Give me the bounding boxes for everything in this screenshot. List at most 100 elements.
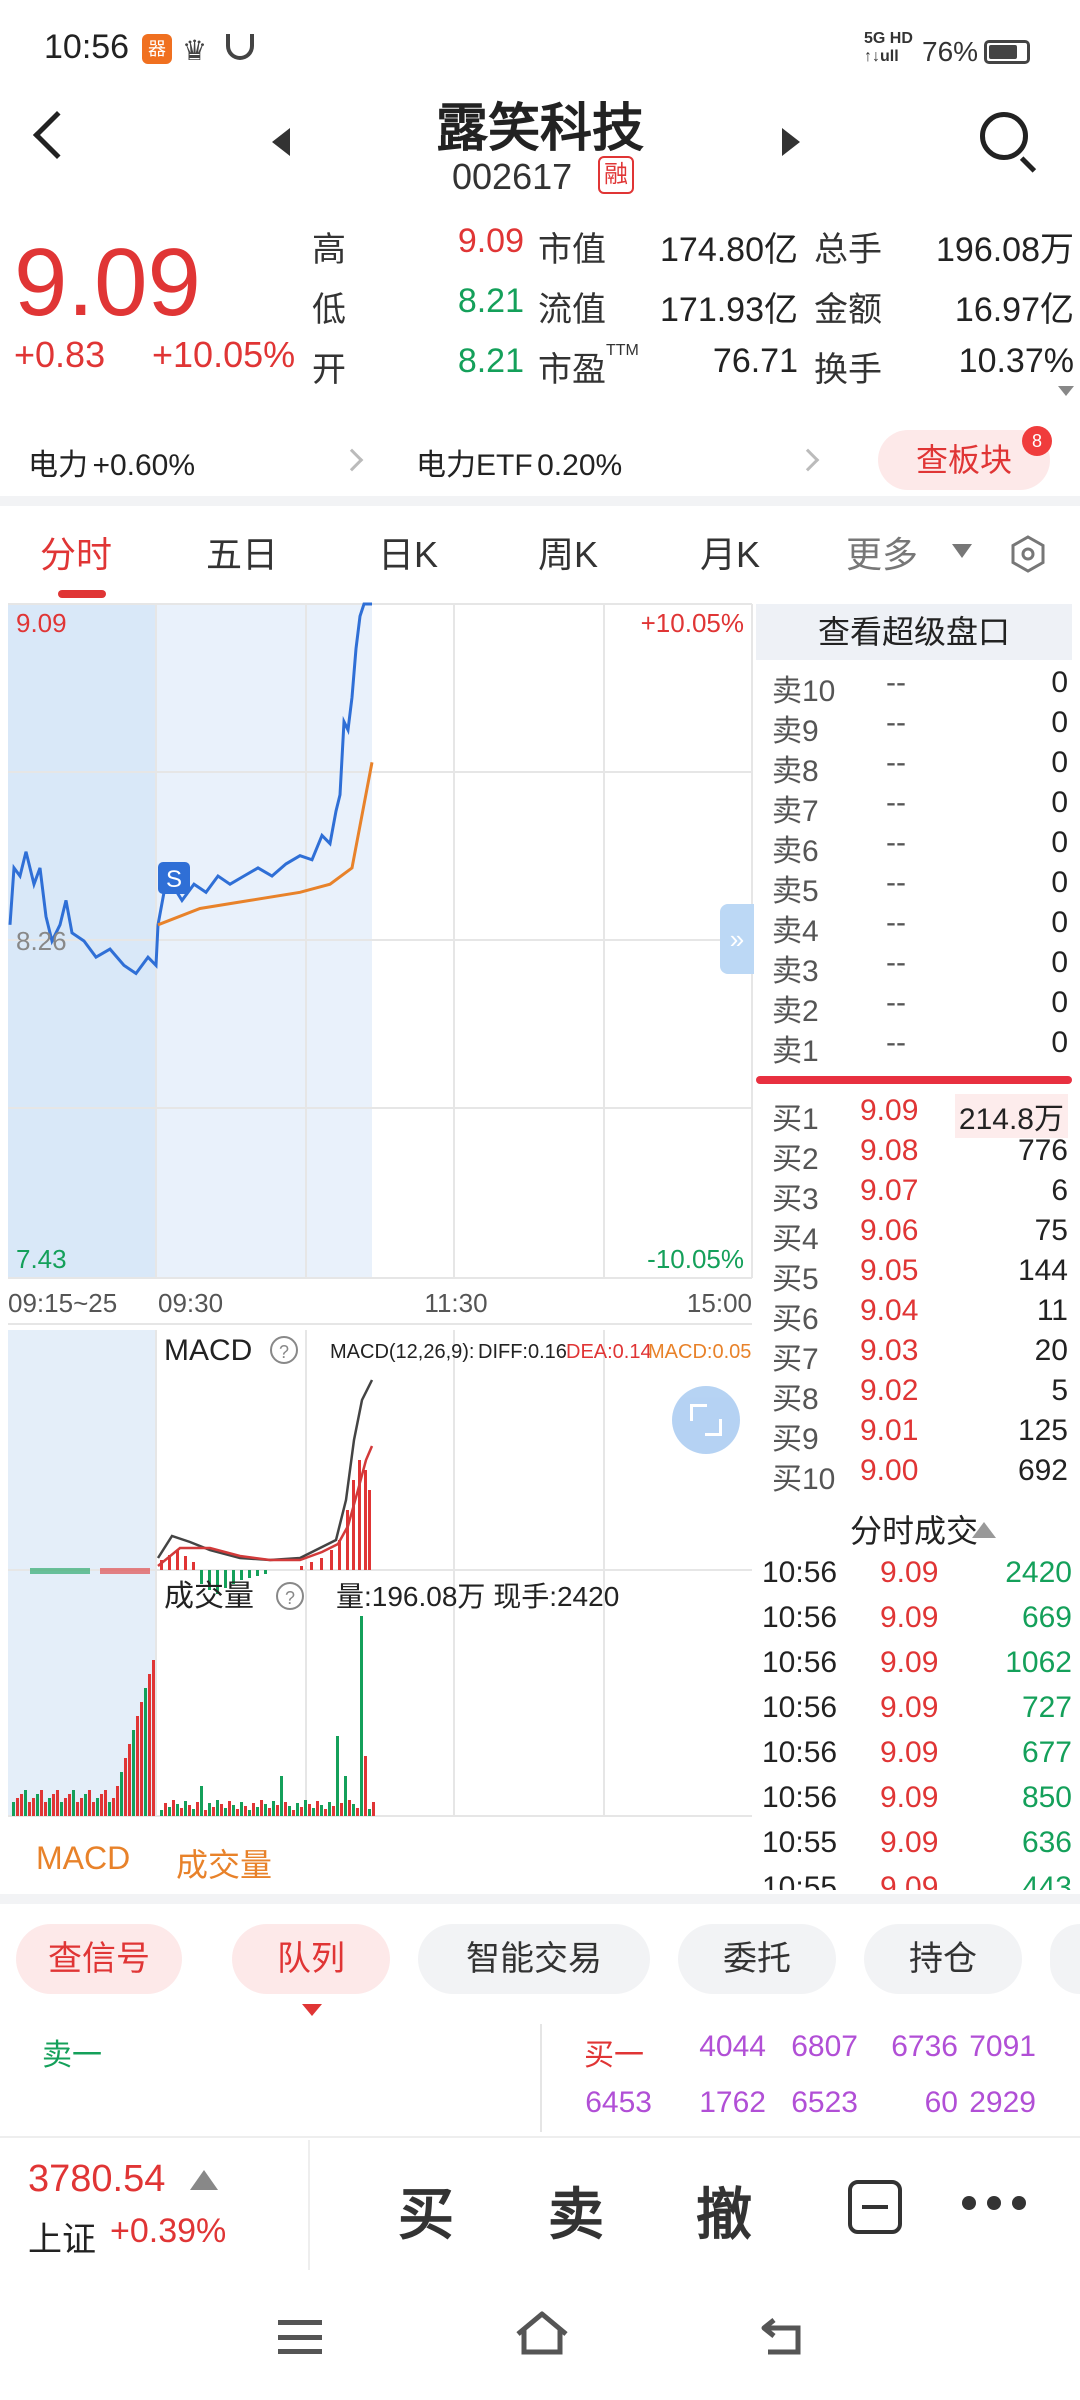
indicator-tab-macd[interactable]: MACD [36, 1840, 131, 1876]
signal-marker-label: S [166, 866, 182, 893]
more-pills-hint[interactable] [1050, 1924, 1080, 1994]
orderbook-volume: 6 [1051, 1174, 1068, 1207]
nav-back-icon[interactable] [760, 2316, 804, 2356]
super-orderbook-button[interactable]: 查看超级盘口 [756, 604, 1072, 660]
chevron-down-icon[interactable] [952, 544, 972, 558]
orderbook-row[interactable]: 买6 9.04 11 [772, 1294, 1068, 1336]
orderbook-row[interactable]: 买10 9.00 692 [772, 1454, 1068, 1496]
tick-price: 9.09 [880, 1556, 939, 1589]
caret-up-icon [190, 2170, 218, 2190]
y-axis-top-label: 9.09 [16, 608, 67, 638]
volume-bar [144, 1688, 147, 1816]
expand-quote-icon[interactable] [1058, 386, 1074, 396]
orderbook-price: -- [886, 666, 906, 699]
more-options-icon[interactable] [962, 2196, 1026, 2210]
orders-button[interactable]: 委托 [678, 1924, 836, 1994]
orderbook-volume: 0 [1051, 786, 1068, 819]
queue-tab-button[interactable]: 队列 [232, 1924, 390, 1994]
nav-home-icon[interactable] [514, 2310, 570, 2356]
orderbook-price: 9.04 [860, 1294, 919, 1327]
queue-order: 4044 [699, 2030, 766, 2063]
tab-more[interactable]: 更多 [846, 534, 919, 575]
orderbook-row[interactable]: 买7 9.03 20 [772, 1334, 1068, 1376]
orderbook-row[interactable]: 卖6 -- 0 [772, 826, 1068, 868]
tab-intraday[interactable]: 分时 [40, 534, 113, 575]
orderbook-row[interactable]: 买3 9.07 6 [772, 1174, 1068, 1216]
check-signal-button[interactable]: 查信号 [16, 1924, 182, 1994]
volume-bar [128, 1744, 131, 1816]
positions-button[interactable]: 持仓 [864, 1924, 1022, 1994]
volume-value: 196.08万 [936, 231, 1074, 269]
volume-bar [100, 1794, 103, 1816]
orderbook-volume: 20 [1034, 1334, 1068, 1367]
settings-hexagon-icon[interactable] [1008, 534, 1048, 574]
orderbook-price: -- [886, 706, 906, 739]
volume-bar [32, 1798, 35, 1816]
index-name[interactable]: 上证 [28, 2221, 96, 2259]
orderbook-row[interactable]: 卖3 -- 0 [772, 946, 1068, 988]
orderbook-row[interactable]: 买8 9.02 5 [772, 1374, 1068, 1416]
previous-stock-icon[interactable] [272, 128, 290, 156]
orderbook-row[interactable]: 卖8 -- 0 [772, 746, 1068, 788]
caret-up-icon[interactable] [972, 1522, 996, 1538]
orderbook-row[interactable]: 买1 9.09 214.8万 [772, 1094, 1068, 1138]
minus-box-icon[interactable] [848, 2180, 902, 2234]
orderbook-row[interactable]: 买5 9.05 144 [772, 1254, 1068, 1296]
volume-bar [224, 1808, 227, 1816]
orderbook-divider [756, 1076, 1072, 1084]
smart-trade-button[interactable]: 智能交易 [418, 1924, 650, 1994]
buy-button[interactable]: 买 [398, 2183, 454, 2246]
orderbook-level: 卖2 [772, 995, 819, 1028]
tick-time: 10:55 [762, 1826, 838, 1859]
volume-bar [316, 1801, 319, 1816]
volume-bar [260, 1800, 263, 1816]
cancel-order-button[interactable]: 撤 [696, 2183, 752, 2246]
do-not-disturb-icon [226, 34, 254, 60]
intraday-chart[interactable]: S 9.09 8.26 7.43 +10.05% -10.05% 09:15~2… [0, 600, 756, 1900]
orderbook-row[interactable]: 买9 9.01 125 [772, 1414, 1068, 1456]
back-icon[interactable] [32, 110, 82, 160]
macd-dea: DEA:0.14 [566, 1341, 652, 1363]
fullscreen-icon[interactable] [672, 1386, 740, 1454]
tab-five-day[interactable]: 五日 [206, 534, 279, 575]
volume-bar [12, 1802, 15, 1816]
sector-item-power-etf[interactable]: 电力ETF 0.20% [416, 449, 623, 482]
next-stock-icon[interactable] [782, 128, 800, 156]
orderbook-row[interactable]: 卖9 -- 0 [772, 706, 1068, 748]
orderbook-row[interactable]: 卖2 -- 0 [772, 986, 1068, 1028]
high-value: 9.09 [457, 222, 524, 260]
index-change-percent: +0.39% [110, 2212, 227, 2250]
orderbook-row[interactable]: 卖4 -- 0 [772, 906, 1068, 948]
signal-marker [158, 862, 190, 894]
tab-daily-k[interactable]: 日K [378, 534, 439, 575]
pct-axis-bottom-label: -10.05% [647, 1244, 744, 1274]
tab-monthly-k[interactable]: 月K [700, 534, 761, 575]
index-value[interactable]: 3780.54 [28, 2158, 166, 2200]
search-icon[interactable] [980, 112, 1028, 160]
sector-item-power[interactable]: 电力 +0.60% [28, 449, 196, 482]
orderbook-row[interactable]: 卖7 -- 0 [772, 786, 1068, 828]
volume-bar [132, 1730, 135, 1816]
nav-menu-icon[interactable] [278, 2320, 322, 2354]
volume-bar [248, 1810, 251, 1816]
sell-button[interactable]: 卖 [548, 2183, 604, 2246]
collapse-panel-icon[interactable]: » [720, 904, 754, 974]
queue-order: 6807 [791, 2030, 858, 2063]
tab-weekly-k[interactable]: 周K [538, 534, 599, 575]
orderbook-row[interactable]: 买2 9.08 776 [772, 1134, 1068, 1176]
ticks-title[interactable]: 分时成交 [849, 1513, 978, 1549]
volume-bar [268, 1808, 271, 1816]
chevron-right-icon [340, 448, 364, 472]
orderbook-row[interactable]: 买4 9.06 75 [772, 1214, 1068, 1256]
orderbook-row[interactable]: 卖5 -- 0 [772, 866, 1068, 908]
tick-time: 10:56 [762, 1691, 838, 1724]
volume-bar [24, 1790, 27, 1816]
orderbook-row[interactable]: 卖1 -- 0 [772, 1026, 1068, 1068]
view-sectors-button[interactable]: 查板块 [878, 430, 1050, 490]
orderbook-volume: 692 [1017, 1454, 1068, 1487]
volume-bar [296, 1803, 299, 1816]
volume-bar [276, 1805, 279, 1816]
orderbook-row[interactable]: 卖10 -- 0 [772, 666, 1068, 708]
volume-label: 总手 [814, 231, 882, 269]
indicator-tab-volume[interactable]: 成交量 [176, 1847, 273, 1883]
